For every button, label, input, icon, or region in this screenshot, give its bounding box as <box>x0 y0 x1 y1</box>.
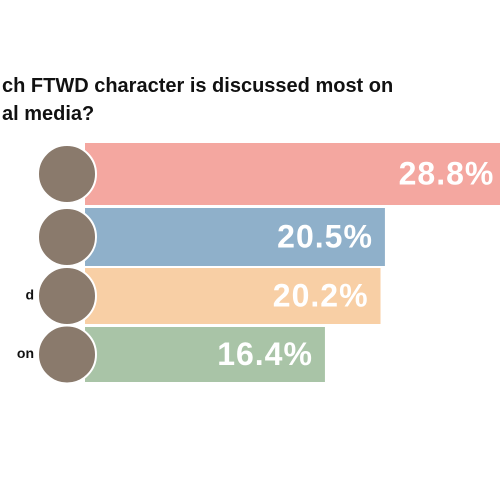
category-label: d <box>25 287 34 303</box>
category-label: on <box>17 345 34 361</box>
value-label: 20.2% <box>273 277 369 313</box>
bar <box>85 327 325 382</box>
avatar <box>37 324 97 385</box>
avatar <box>37 144 97 204</box>
bar <box>85 143 500 205</box>
avatar <box>37 207 97 267</box>
chart-title: al media? <box>2 103 94 125</box>
value-label: 20.5% <box>277 218 373 254</box>
bar <box>85 208 385 266</box>
value-label: 28.8% <box>399 155 495 191</box>
avatar <box>37 266 97 326</box>
bar <box>85 268 381 324</box>
value-label: 16.4% <box>217 336 313 372</box>
chart-title: ch FTWD character is discussed most on <box>2 75 393 97</box>
